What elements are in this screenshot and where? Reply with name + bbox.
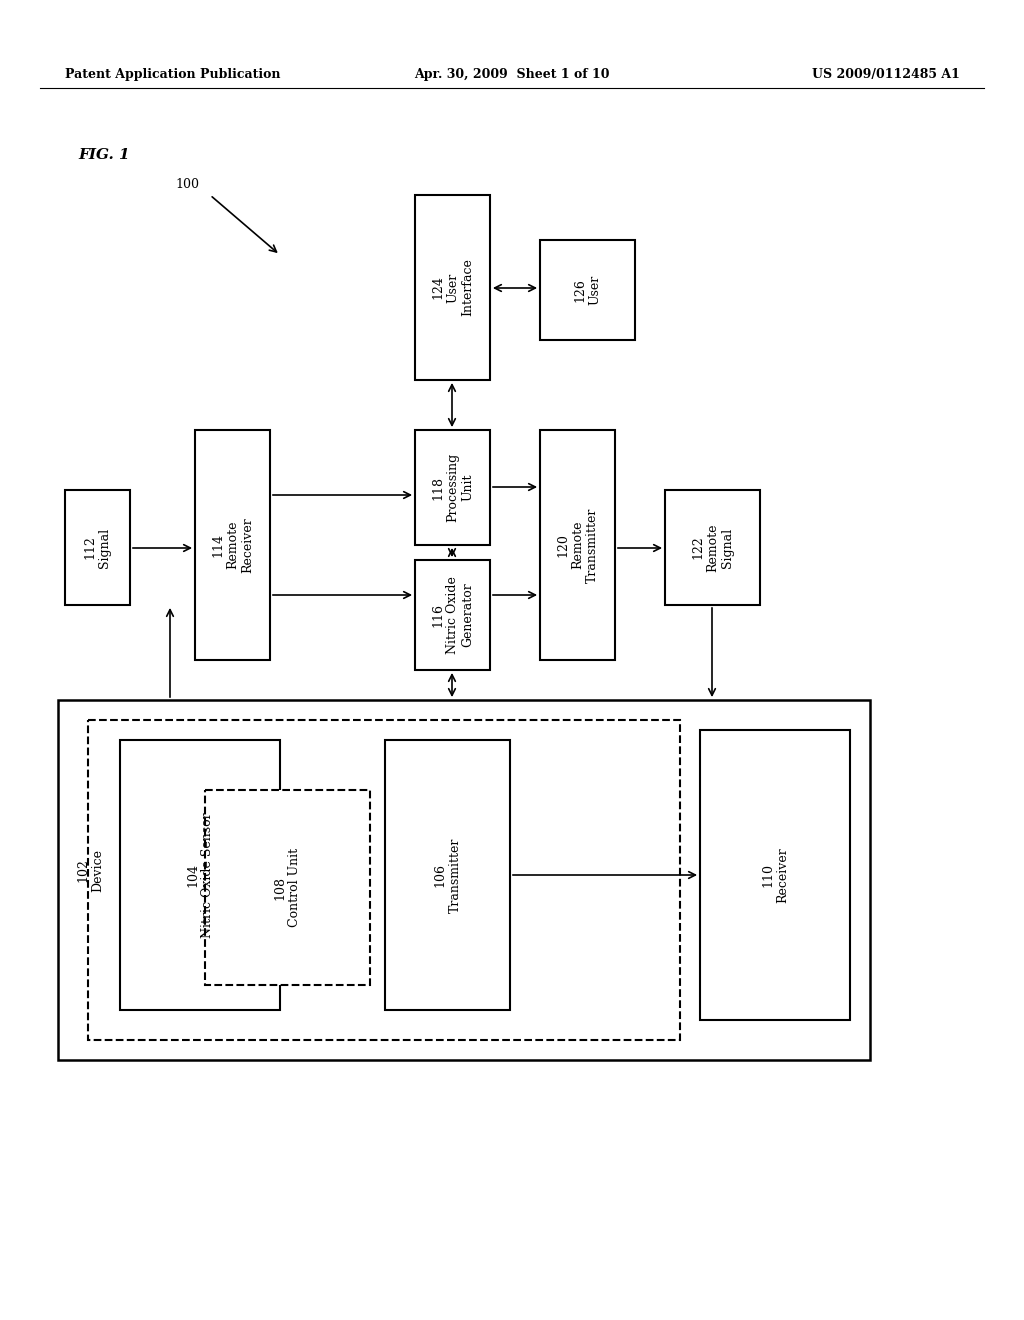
Bar: [88, 719, 680, 1040]
Bar: [540, 430, 615, 660]
Text: 108
Control Unit: 108 Control Unit: [273, 847, 301, 927]
Bar: [665, 490, 760, 605]
Text: 102
Device: 102 Device: [76, 849, 104, 891]
Text: 114
Remote
Receiver: 114 Remote Receiver: [211, 517, 254, 573]
Text: 100: 100: [175, 178, 199, 191]
Text: 112
Signal: 112 Signal: [84, 528, 112, 568]
Text: Patent Application Publication: Patent Application Publication: [65, 69, 281, 81]
Bar: [415, 430, 490, 545]
Bar: [65, 490, 130, 605]
Bar: [205, 789, 370, 985]
Bar: [385, 741, 510, 1010]
Bar: [120, 741, 280, 1010]
Text: US 2009/0112485 A1: US 2009/0112485 A1: [812, 69, 961, 81]
Bar: [58, 700, 870, 1060]
Bar: [195, 430, 270, 660]
Text: 122
Remote
Signal: 122 Remote Signal: [691, 523, 734, 572]
Text: 110
Receiver: 110 Receiver: [761, 847, 790, 903]
Bar: [700, 730, 850, 1020]
Text: 118
Processing
Unit: 118 Processing Unit: [431, 453, 474, 523]
Text: 116
Nitric Oxide
Generator: 116 Nitric Oxide Generator: [431, 576, 474, 653]
Text: 106
Transmitter: 106 Transmitter: [433, 837, 462, 912]
Text: 104
Nitric Oxide Sensor: 104 Nitric Oxide Sensor: [186, 812, 214, 937]
Text: 126
User: 126 User: [573, 275, 601, 305]
Text: 120
Remote
Transmitter: 120 Remote Transmitter: [556, 507, 599, 582]
Text: 124
User
Interface: 124 User Interface: [431, 259, 474, 317]
Bar: [415, 195, 490, 380]
Text: Apr. 30, 2009  Sheet 1 of 10: Apr. 30, 2009 Sheet 1 of 10: [415, 69, 609, 81]
Bar: [540, 240, 635, 341]
Bar: [415, 560, 490, 671]
Text: FIG. 1: FIG. 1: [78, 148, 130, 162]
